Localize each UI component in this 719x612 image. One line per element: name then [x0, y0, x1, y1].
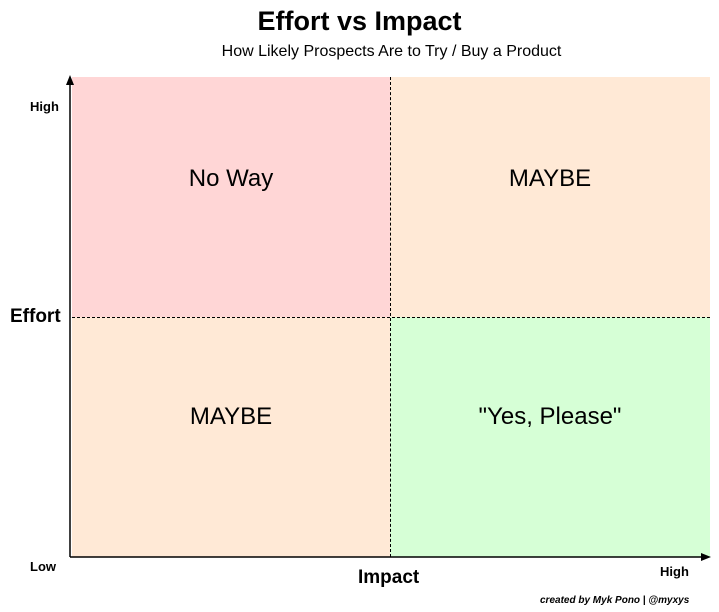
y-axis-arrowhead	[66, 75, 74, 85]
horizontal-divider	[72, 317, 710, 318]
y-axis-title: Effort	[10, 306, 61, 327]
quadrant-no-way-label: No Way	[188, 165, 274, 192]
quadrant-maybe-top: MAYBE	[390, 77, 710, 317]
quadrant-maybe-bottom: MAYBE	[72, 317, 390, 557]
x-axis-high-label: High	[660, 564, 689, 579]
quadrant-maybe-bottom-label: MAYBE	[189, 403, 273, 430]
chart-title: Effort vs Impact	[257, 6, 462, 36]
x-axis-title: Impact	[358, 567, 420, 588]
quadrant-maybe-top-label: MAYBE	[508, 165, 592, 192]
quadrant-yes-please: "Yes, Please"	[390, 317, 710, 557]
x-axis-arrowhead	[701, 553, 711, 561]
y-axis-high-label: High	[30, 99, 59, 114]
chart-subtitle: How Likely Prospects Are to Try / Buy a …	[221, 43, 562, 60]
quadrant-yes-please-label: "Yes, Please"	[478, 403, 622, 430]
credit-text: created by Myk Pono | @myxys	[540, 595, 690, 606]
y-axis-low-label: Low	[30, 559, 56, 574]
quadrant-no-way: No Way	[72, 77, 390, 317]
